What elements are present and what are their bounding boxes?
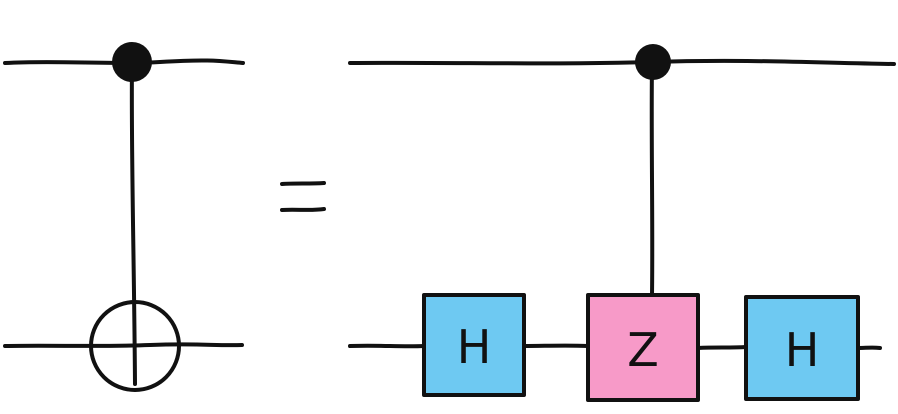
right-control-line xyxy=(649,61,655,298)
hadamard-gate-icon: H xyxy=(744,295,860,401)
gate-label-h2: H xyxy=(785,323,820,377)
h-cz-h-circuit: H Z H xyxy=(348,44,896,402)
control-dot-icon xyxy=(635,44,671,80)
xor-target-icon xyxy=(89,300,181,392)
equals-sign-icon xyxy=(280,181,326,212)
left-control-line xyxy=(129,61,137,386)
control-dot-icon xyxy=(112,42,152,82)
cnot-circuit xyxy=(3,42,245,392)
gate-label-cz: Z xyxy=(627,323,659,377)
right-bottom-wire xyxy=(696,345,748,350)
left-bottom-wire xyxy=(3,342,244,348)
controlled-z-gate-icon: Z xyxy=(586,293,700,402)
right-bottom-wire xyxy=(348,343,426,349)
left-top-wire xyxy=(3,58,245,65)
hadamard-gate-icon: H xyxy=(422,293,526,397)
gate-label-h1: H xyxy=(457,320,492,374)
right-top-wire xyxy=(348,58,896,66)
